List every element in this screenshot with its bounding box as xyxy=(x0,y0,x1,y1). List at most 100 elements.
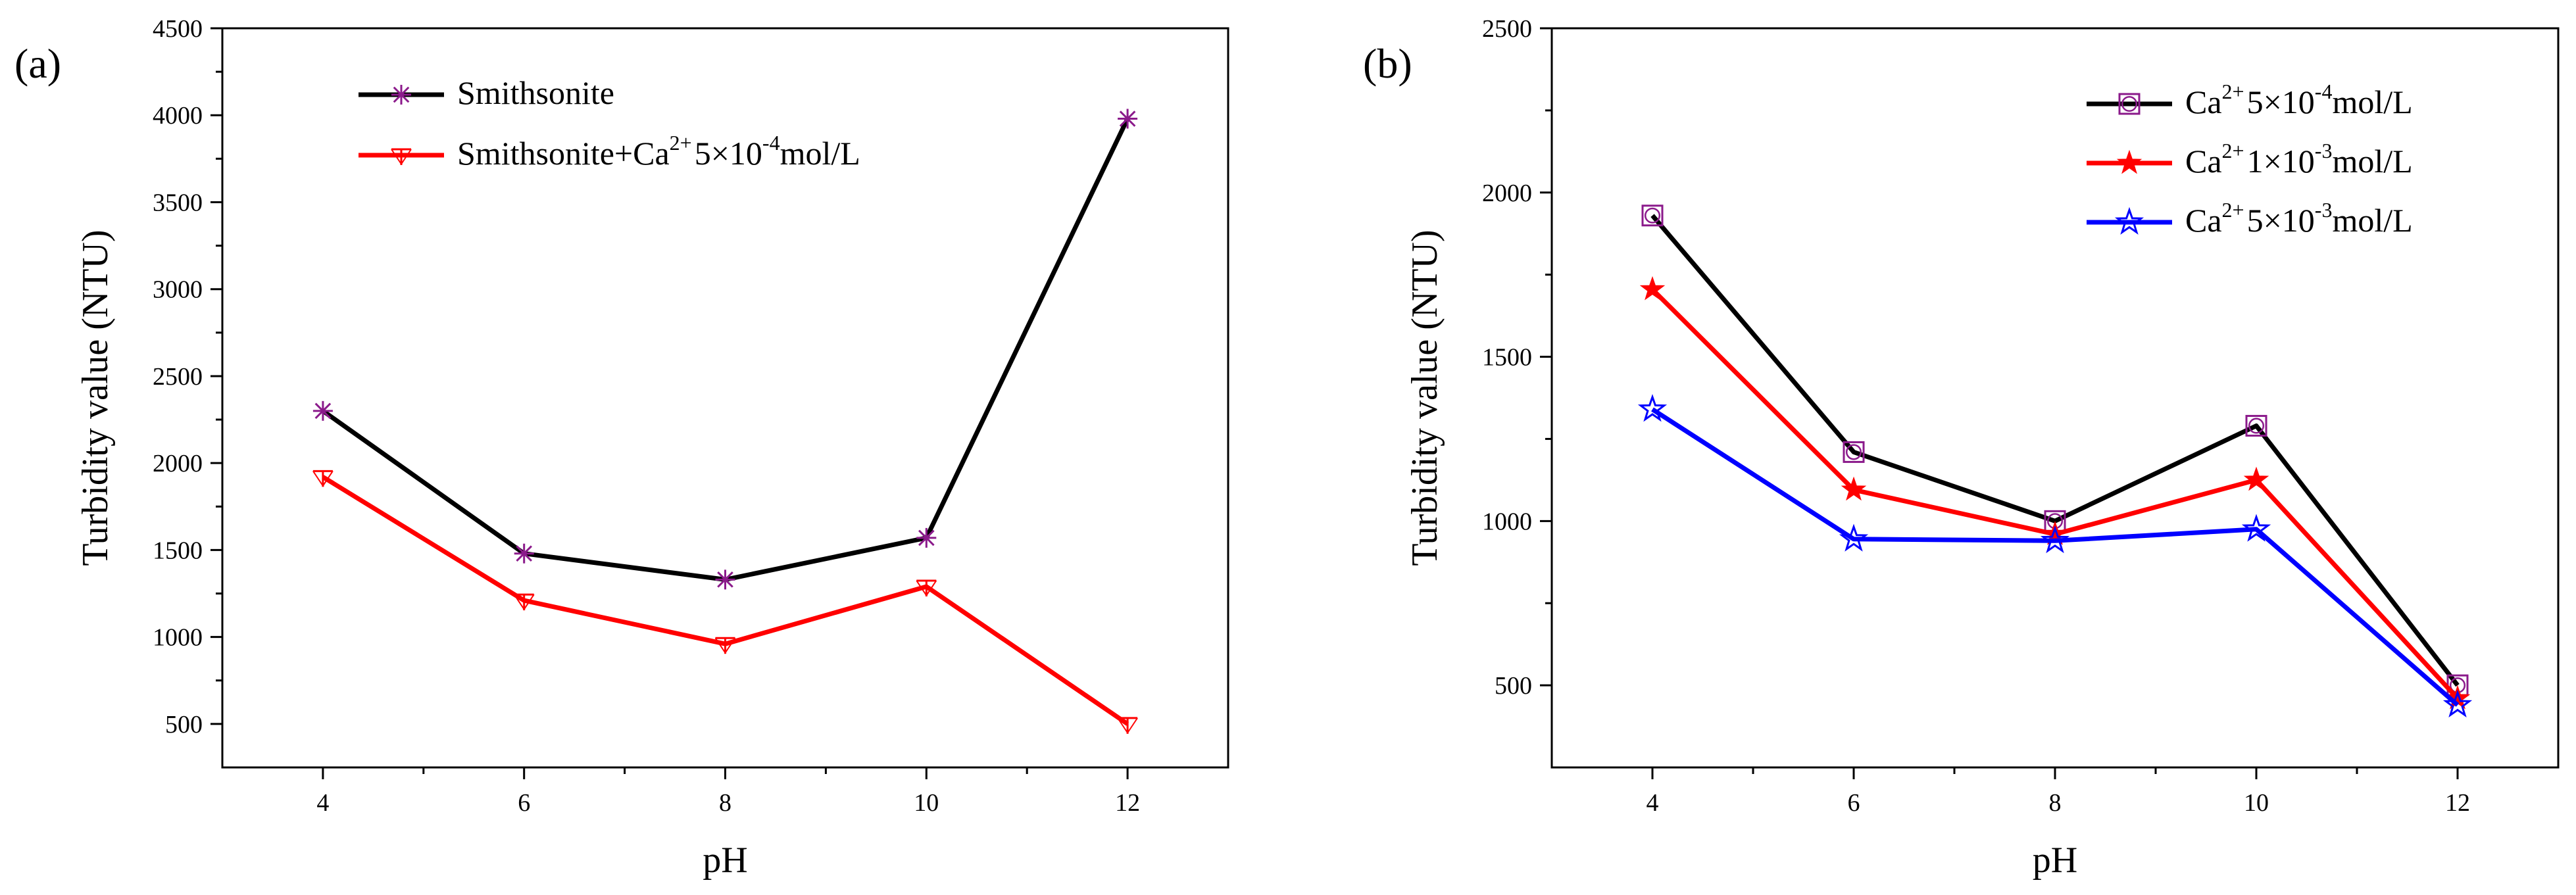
y-tick-label: 4500 xyxy=(153,15,203,43)
data-point-stroke xyxy=(322,470,334,487)
data-point xyxy=(1843,441,1865,463)
y-tick-label: 1500 xyxy=(153,537,203,564)
panel-label: (a) xyxy=(14,40,61,87)
data-point-star xyxy=(2241,514,2271,542)
data-point-circle xyxy=(2248,418,2265,434)
data-point-stroke xyxy=(1127,717,1138,733)
data-point xyxy=(715,569,735,590)
panel-a: (a) 4 6 8 10 12 500 1000 1500 2000 2500 3000 3500 400… xyxy=(14,15,1229,881)
data-point-square xyxy=(1843,441,1865,463)
y-tick-label: 500 xyxy=(1495,672,1532,700)
legend-swatch-marker-star xyxy=(2116,149,2143,174)
y-tick-label: 2500 xyxy=(1482,15,1532,43)
data-point-circle xyxy=(1644,207,1661,224)
legend-swatch-marker-stroke xyxy=(401,149,412,165)
legend-swatch-marker xyxy=(391,85,411,105)
data-point-star xyxy=(1639,276,1666,301)
x-tick-label: 4 xyxy=(316,789,329,817)
series-2 xyxy=(312,470,1138,734)
legend-swatch-marker xyxy=(391,148,412,165)
data-point xyxy=(1117,717,1138,734)
data-point xyxy=(312,400,333,421)
data-point xyxy=(2442,689,2473,718)
legend-swatch-marker xyxy=(2114,206,2144,235)
data-point-circle xyxy=(1845,444,1862,460)
legend-swatch-marker-star xyxy=(2114,206,2144,235)
y-tick-label: 500 xyxy=(165,711,203,738)
panel-b: (b) 4 6 8 10 12 500 1000 1500 2000 2500 pH Turbidity… xyxy=(1363,15,2560,881)
data-point-stroke xyxy=(1119,110,1136,127)
data-point-stroke xyxy=(314,402,332,420)
y-tick-label: 3500 xyxy=(153,189,203,216)
legend-swatch-marker-square xyxy=(2118,93,2141,115)
data-point-star xyxy=(2442,689,2473,718)
data-point-stroke xyxy=(916,580,928,596)
y-tick-label: 1000 xyxy=(1482,508,1532,535)
x-tick-label: 8 xyxy=(719,789,731,817)
data-point xyxy=(1641,205,1664,227)
data-point xyxy=(2040,525,2070,554)
series-1 xyxy=(312,109,1138,590)
data-point-star xyxy=(2243,466,2269,491)
data-point-square xyxy=(2245,414,2267,437)
legend-label: Ca2+5×10-4mol/L xyxy=(2185,80,2413,120)
data-point xyxy=(2241,514,2271,542)
x-tick-label: 12 xyxy=(1115,789,1140,817)
x-tick-label: 10 xyxy=(2244,789,2269,817)
data-point-stroke xyxy=(926,580,937,596)
series-line xyxy=(1651,407,2460,707)
x-tick-label: 4 xyxy=(1647,789,1659,817)
y-tick-label: 2000 xyxy=(153,450,203,477)
data-point-star xyxy=(1839,523,1869,552)
data-point xyxy=(1639,276,1666,301)
data-point-stroke xyxy=(918,529,935,546)
data-point-stroke xyxy=(516,545,533,562)
legend-label: Ca2+5×10-3mol/L xyxy=(2185,198,2413,239)
series-2 xyxy=(1639,276,2471,710)
data-point xyxy=(916,579,937,596)
data-point xyxy=(514,543,534,564)
data-point-star xyxy=(1841,476,1867,501)
legend-swatch-marker xyxy=(2118,93,2141,115)
y-tick-label: 2500 xyxy=(153,363,203,391)
data-point xyxy=(916,527,937,548)
y-tick-label: 3000 xyxy=(153,276,203,304)
data-point xyxy=(1637,394,1668,422)
legend-label: Smithsonite xyxy=(457,74,614,111)
legend-label: Smithsonite+Ca2+5×10-4mol/L xyxy=(457,131,860,172)
x-tick-label: 12 xyxy=(2445,789,2470,817)
data-point-stroke xyxy=(714,637,726,654)
legend-entry: Ca2+5×10-4mol/L xyxy=(2087,80,2413,120)
data-point-square xyxy=(1641,205,1664,227)
legend-entry: Ca2+5×10-3mol/L xyxy=(2087,198,2413,239)
data-point-stroke xyxy=(312,470,324,487)
data-point-star xyxy=(2040,525,2070,554)
data-point xyxy=(2243,466,2269,491)
legend-entry: Smithsonite+Ca2+5×10-4mol/L xyxy=(359,131,860,172)
x-axis-title: pH xyxy=(2033,840,2077,881)
data-point-stroke xyxy=(724,637,736,654)
x-tick-label: 6 xyxy=(1848,789,1860,817)
y-axis-title: Turbidity value (NTU) xyxy=(75,230,116,566)
data-point xyxy=(312,470,334,487)
legend-label: Ca2+1×10-3mol/L xyxy=(2185,139,2413,180)
data-point-stroke xyxy=(513,594,525,610)
data-point-stroke xyxy=(523,594,535,610)
data-point xyxy=(1839,523,1869,552)
panel-label: (b) xyxy=(1363,40,1412,87)
x-axis-title: pH xyxy=(703,840,747,881)
x-tick-label: 10 xyxy=(914,789,939,817)
legend-entry: Smithsonite xyxy=(359,74,614,111)
x-tick-label: 6 xyxy=(518,789,530,817)
series-3 xyxy=(1637,394,2473,718)
y-tick-label: 4000 xyxy=(153,102,203,130)
legend-swatch-marker-stroke xyxy=(393,86,410,103)
data-point xyxy=(2245,414,2267,437)
data-point xyxy=(513,593,535,611)
data-point xyxy=(714,637,736,654)
data-point xyxy=(1118,109,1138,129)
data-point-star xyxy=(1637,394,1668,422)
legend-swatch-marker-stroke xyxy=(391,149,402,165)
data-point-stroke xyxy=(1117,717,1128,733)
